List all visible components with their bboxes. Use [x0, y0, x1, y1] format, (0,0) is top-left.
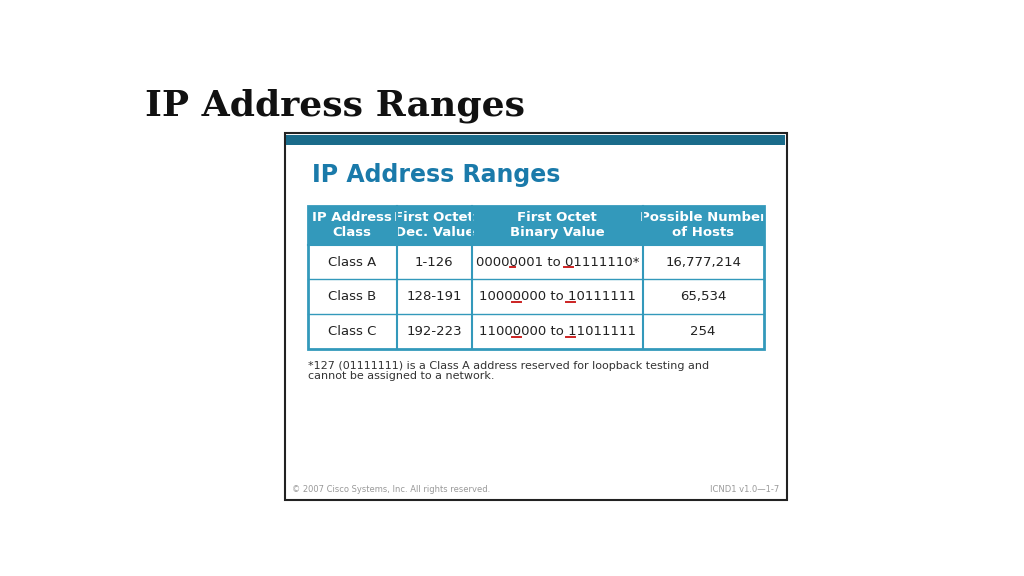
Text: cannot be assigned to a network.: cannot be assigned to a network.: [308, 371, 495, 381]
Text: 128-191: 128-191: [407, 290, 462, 303]
Text: © 2007 Cisco Systems, Inc. All rights reserved.: © 2007 Cisco Systems, Inc. All rights re…: [292, 485, 490, 494]
Text: 16,777,214: 16,777,214: [666, 256, 741, 268]
Text: IP Address Ranges: IP Address Ranges: [145, 89, 525, 123]
Text: 192-223: 192-223: [407, 325, 462, 338]
Text: Class C: Class C: [328, 325, 377, 338]
Text: IP Address Ranges: IP Address Ranges: [311, 164, 560, 187]
Bar: [286, 135, 785, 145]
Bar: [308, 314, 764, 348]
Bar: [308, 206, 764, 348]
Text: *127 (01111111) is a Class A address reserved for loopback testing and: *127 (01111111) is a Class A address res…: [308, 361, 709, 371]
Bar: [285, 133, 786, 501]
Text: 65,534: 65,534: [680, 290, 726, 303]
Text: 254: 254: [690, 325, 716, 338]
Text: 10000000 to 10111111: 10000000 to 10111111: [479, 290, 636, 303]
Text: 11000000 to 11011111: 11000000 to 11011111: [479, 325, 636, 338]
Text: 1-126: 1-126: [415, 256, 454, 268]
Text: ICND1 v1.0—1-7: ICND1 v1.0—1-7: [710, 485, 779, 494]
Text: First Octet
Binary Value: First Octet Binary Value: [510, 211, 604, 240]
Bar: [308, 245, 764, 279]
Bar: [308, 279, 764, 314]
Text: First Octet
Dec. Value: First Octet Dec. Value: [394, 211, 474, 240]
Bar: [308, 206, 764, 245]
Text: Class A: Class A: [328, 256, 377, 268]
Text: IP Address
Class: IP Address Class: [312, 211, 392, 240]
Text: 00000001 to 01111110*: 00000001 to 01111110*: [475, 256, 639, 268]
Text: Possible Number
of Hosts: Possible Number of Hosts: [640, 211, 766, 240]
Text: Class B: Class B: [328, 290, 377, 303]
